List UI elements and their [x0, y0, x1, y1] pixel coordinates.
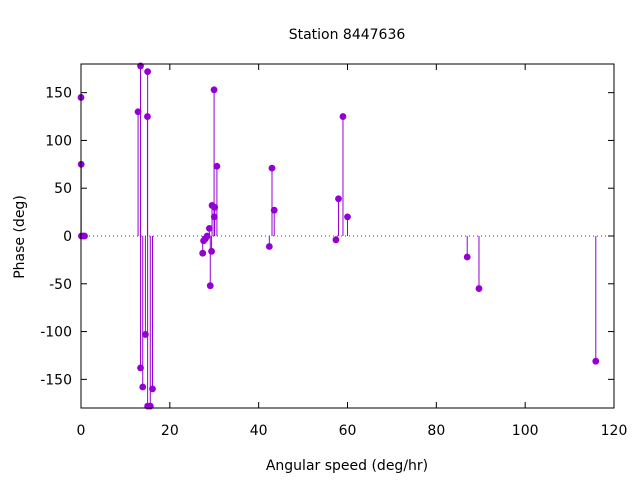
y-tick-label: -50 — [49, 277, 72, 293]
data-point — [344, 213, 351, 221]
data-point — [213, 162, 221, 170]
y-axis-label: Phase (deg) — [12, 195, 28, 279]
chart-title: Station 8447636 — [289, 27, 406, 43]
data-point — [339, 113, 347, 120]
data-point — [205, 224, 213, 232]
data-point — [592, 357, 600, 365]
data-point — [142, 331, 149, 338]
data-point — [475, 285, 483, 292]
x-axis-label: Angular speed (deg/hr) — [266, 458, 428, 474]
y-tick-label: -100 — [40, 325, 72, 341]
data-point — [137, 364, 144, 372]
data-point — [134, 108, 142, 116]
x-tick-label: 120 — [601, 423, 628, 439]
y-tick-label: 150 — [45, 86, 72, 102]
x-tick-label: 20 — [161, 423, 179, 439]
x-tick-label: 60 — [339, 423, 357, 439]
data-point — [144, 68, 152, 76]
y-tick-label: 50 — [54, 181, 72, 197]
data-point — [211, 203, 219, 211]
data-point — [199, 249, 207, 257]
data-point — [81, 232, 88, 240]
data-point — [268, 164, 276, 172]
x-tick-label: 100 — [512, 423, 539, 439]
plot-frame — [80, 63, 615, 409]
data-point — [270, 206, 278, 214]
y-tick-label: -150 — [40, 372, 72, 388]
plot-area: 0 20 40 60 80 100 120 -150 -100 -50 0 50 100 150 — [40, 62, 628, 439]
data-point — [203, 232, 211, 240]
data-point — [265, 243, 273, 250]
data-point — [149, 385, 156, 393]
data-point — [335, 195, 342, 203]
x-tick-label: 0 — [77, 423, 86, 439]
data-point — [206, 282, 214, 290]
y-tick-label: 100 — [45, 133, 72, 149]
data-point — [139, 383, 147, 391]
x-tick-label: 40 — [250, 423, 268, 439]
data-point — [463, 253, 471, 261]
data-point — [210, 86, 218, 94]
data-point — [332, 236, 340, 244]
y-tick-label: 0 — [63, 229, 72, 245]
x-tick-label: 80 — [427, 423, 445, 439]
data-point — [208, 247, 215, 255]
